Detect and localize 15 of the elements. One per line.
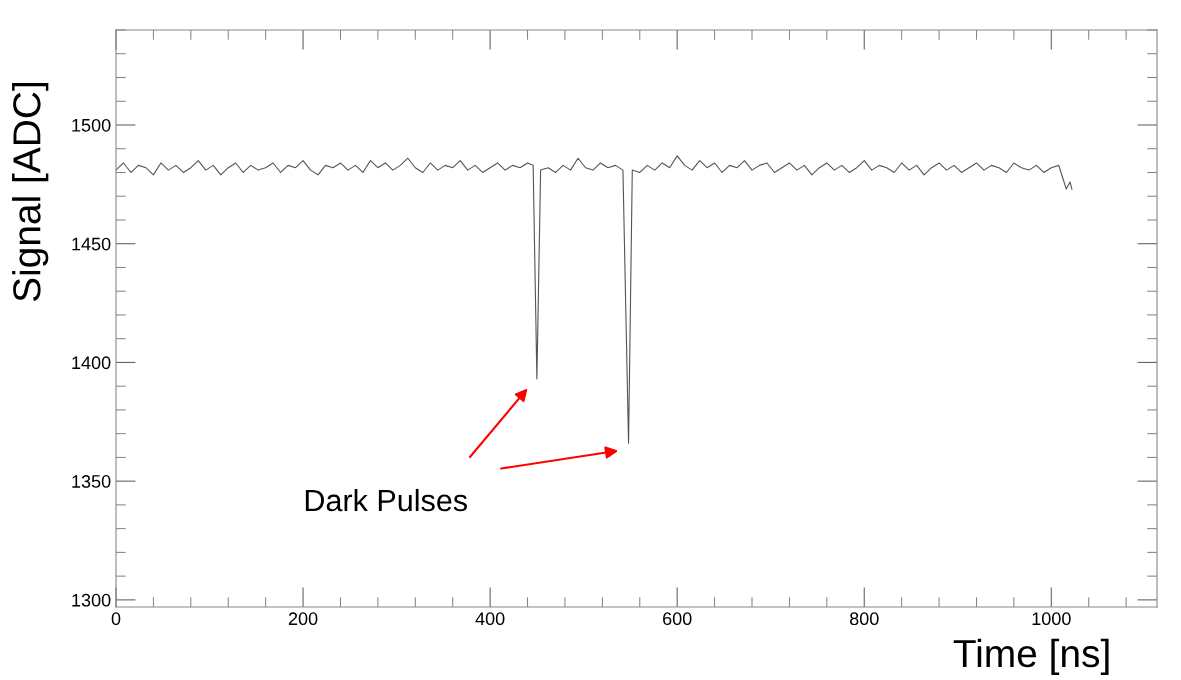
y-tick-label: 1450 (72, 237, 111, 251)
x-tick-label: 200 (288, 612, 318, 626)
x-tick-label: 0 (111, 612, 121, 626)
x-tick-label: 400 (475, 612, 505, 626)
y-tick-label: 1500 (72, 118, 111, 132)
x-tick-label: 600 (663, 612, 692, 626)
x-axis-title: Time [ns] (953, 638, 1109, 675)
annotation: Dark Pulses (305, 488, 467, 512)
y-tick-label: 1300 (72, 593, 111, 607)
line-series (116, 155, 1073, 444)
x-tick-label: 1000 (1032, 612, 1071, 626)
x-tick-label: 800 (849, 612, 879, 626)
y-axis-title: Signal [ADC] (12, 83, 49, 302)
y-tick-label: 1400 (72, 356, 111, 370)
y-tick-label: 1350 (72, 475, 111, 488)
